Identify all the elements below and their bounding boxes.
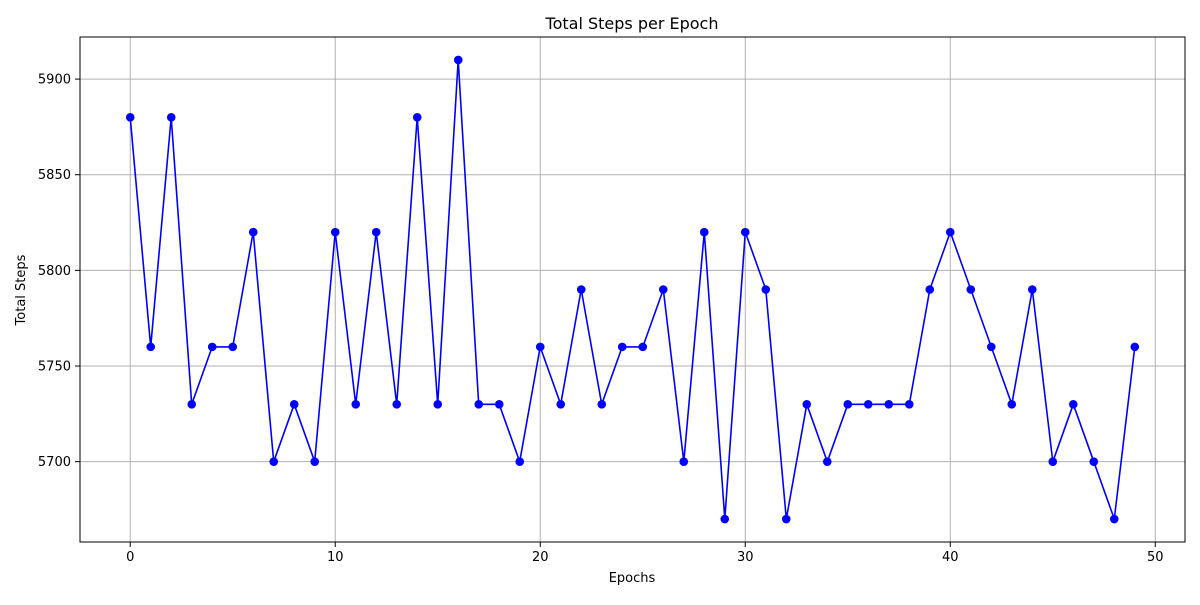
data-point (1007, 399, 1017, 409)
plot-background (80, 37, 1185, 542)
data-point (1068, 399, 1078, 409)
data-point (1089, 457, 1099, 466)
data-point (228, 342, 238, 352)
data-point (494, 399, 504, 409)
data-point (658, 285, 668, 294)
data-point (781, 514, 791, 524)
data-point (986, 342, 996, 352)
x-tick-label: 40 (942, 550, 959, 565)
y-tick-label: 5750 (38, 360, 71, 375)
data-point (269, 457, 279, 466)
chart-title: Total Steps per Epoch (545, 14, 719, 33)
data-point (699, 227, 709, 237)
data-point (248, 227, 258, 237)
x-tick-label: 20 (532, 550, 549, 565)
data-point (761, 285, 771, 294)
data-point (166, 113, 176, 122)
data-point (638, 342, 648, 352)
y-tick-label: 5900 (38, 73, 71, 88)
data-point (453, 55, 463, 65)
plot-frame (79, 36, 1186, 543)
data-point (371, 227, 381, 237)
data-point (515, 457, 525, 466)
data-point (474, 399, 484, 409)
data-point (310, 457, 320, 466)
data-point (187, 399, 197, 409)
data-point (904, 399, 914, 409)
data-point (1130, 342, 1140, 352)
data-point (945, 227, 955, 237)
data-point (125, 113, 135, 122)
x-tick-label: 50 (1147, 550, 1164, 565)
data-point (925, 285, 935, 294)
data-point (1027, 285, 1037, 294)
data-point (617, 342, 627, 352)
data-point (330, 227, 340, 237)
data-point (1109, 514, 1119, 524)
y-tick-label: 5700 (38, 455, 71, 470)
axes: 0 10 20 30 40 50 5700 5750 5800 5850 5900 (38, 73, 1164, 565)
x-tick-label: 30 (737, 550, 754, 565)
y-tick-label: 5850 (38, 168, 71, 183)
data-point (207, 342, 217, 352)
data-point (576, 285, 586, 294)
data-point (351, 399, 361, 409)
data-point (966, 285, 976, 294)
data-point (740, 227, 750, 237)
data-point (392, 399, 402, 409)
x-tick-label: 0 (126, 550, 134, 565)
y-tick-label: 5800 (38, 264, 71, 279)
data-point (679, 457, 689, 466)
data-point (412, 113, 422, 122)
data-point (802, 399, 812, 409)
data-point (535, 342, 545, 352)
data-point (843, 399, 853, 409)
data-point (822, 457, 832, 466)
data-point (884, 399, 894, 409)
grid (80, 37, 1185, 542)
data-point (146, 342, 156, 352)
data-point (597, 399, 607, 409)
x-tick-label: 10 (327, 550, 344, 565)
data-point (289, 399, 299, 409)
x-axis-label: Epochs (609, 571, 656, 586)
series-line (129, 59, 1136, 520)
data-point (720, 514, 730, 524)
data-point (863, 399, 873, 409)
data-point (556, 399, 566, 409)
y-axis-label: Total Steps (14, 254, 29, 326)
series-layer (125, 55, 1140, 524)
data-point (433, 399, 443, 409)
data-point (1048, 457, 1058, 466)
